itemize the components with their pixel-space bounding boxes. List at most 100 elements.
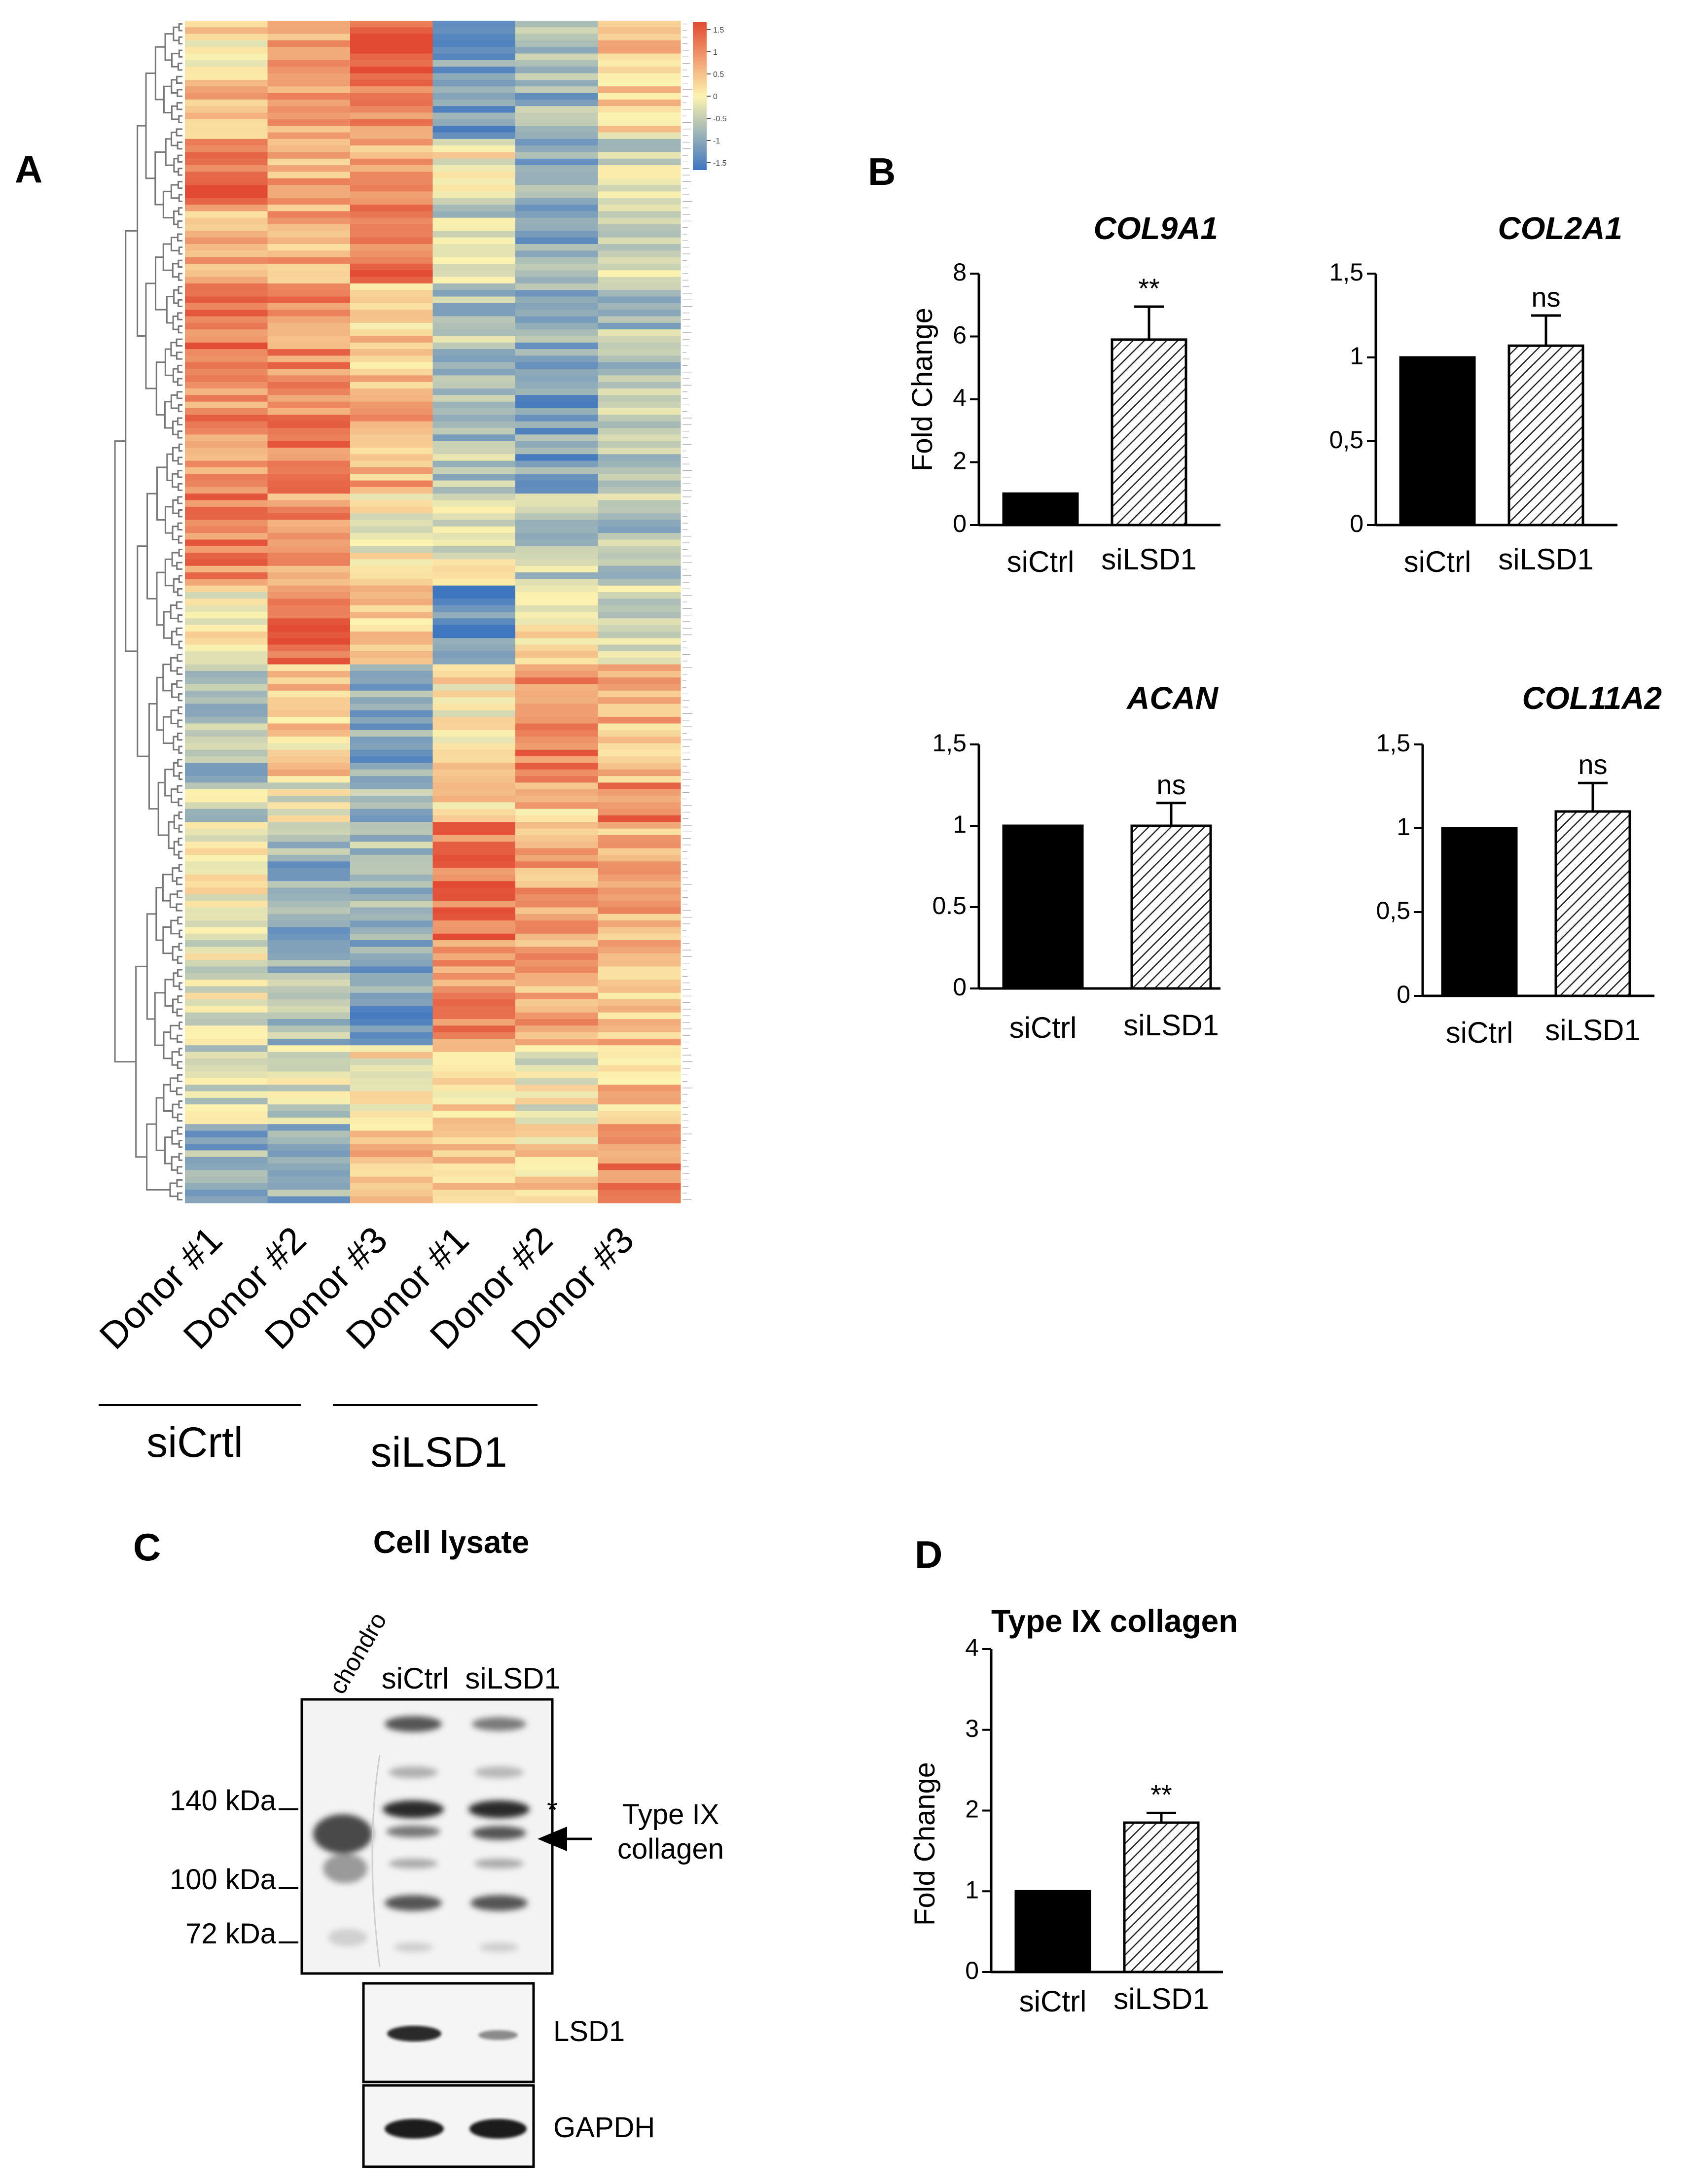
heatmap-cell: [267, 1045, 351, 1053]
heatmap-cell: [185, 973, 268, 980]
heatmap-cell: [432, 296, 516, 304]
heatmap-cell: [598, 894, 681, 901]
dendrogram-branch: [168, 821, 175, 849]
heatmap-cell: [432, 618, 516, 626]
heatmap-cell: [432, 887, 516, 895]
dendrogram-branch: [155, 361, 166, 416]
heatmap-cell: [185, 172, 268, 179]
heatmap-cell: [185, 369, 268, 376]
heatmap-cell: [598, 723, 681, 731]
group-label-silsd1: siLSD1: [370, 1429, 507, 1476]
heatmap-cell: [515, 842, 599, 849]
heatmap-cell: [350, 191, 433, 199]
dendrogram-branch: [177, 1127, 182, 1135]
heatmap-cell: [350, 874, 433, 881]
heatmap-cell: [350, 749, 433, 757]
heatmap-cell: [185, 198, 268, 205]
heatmap-cell: [598, 599, 681, 606]
error-bar-silsd1: [1531, 314, 1561, 346]
heatmap-cell: [432, 1104, 516, 1112]
heatmap-cell: [267, 1170, 351, 1177]
heatmap-cell: [598, 244, 681, 251]
heatmap-cell: [515, 1065, 599, 1072]
dendrogram-branch: [178, 1100, 182, 1109]
color-scale-legend: 1.5 1 0.5 0 -0.5 -1 -1.5: [693, 22, 727, 170]
heatmap-cell: [267, 454, 351, 461]
dendrogram-branch: [178, 1048, 182, 1056]
heatmap-cell: [267, 940, 351, 948]
heatmap-cell: [515, 382, 599, 389]
dendrogram-branch: [177, 969, 182, 977]
heatmap-cell: [185, 579, 268, 586]
panel-label-b: B: [868, 150, 896, 193]
heatmap-cell: [515, 158, 599, 166]
heatmap-cell: [515, 126, 599, 133]
heatmap-cell: [515, 992, 599, 1000]
heatmap-cell: [598, 526, 681, 533]
heatmap-cell: [432, 60, 516, 67]
heatmap-cell: [267, 447, 351, 455]
heatmap-cell: [267, 1006, 351, 1013]
heatmap-cell: [267, 198, 351, 205]
heatmap-cell: [185, 960, 268, 967]
dendrogram-branch: [173, 158, 179, 173]
heatmap-cell: [350, 1058, 433, 1065]
dendrogram-branch: [177, 1074, 182, 1083]
heatmap-cell: [515, 316, 599, 323]
heatmap-cell: [515, 723, 599, 731]
heatmap-cell: [267, 172, 351, 179]
heatmap-cell: [432, 684, 516, 691]
heatmap-cell: [185, 986, 268, 993]
western-blot-collagen: [300, 1698, 554, 1975]
heatmap-cell: [185, 244, 268, 251]
heatmap-cell: [515, 664, 599, 671]
heatmap-cell: [515, 447, 599, 455]
heatmap-cell: [185, 1130, 268, 1138]
y-tick-label: 0.5: [932, 892, 967, 919]
dendrogram-branch: [164, 33, 174, 61]
heatmap-cell: [185, 1019, 268, 1026]
heatmap-cell: [598, 835, 681, 842]
heatmap-cell: [432, 211, 516, 218]
heatmap-cell: [185, 434, 268, 442]
heatmap-cell: [515, 704, 599, 711]
heatmap-cell: [185, 914, 268, 921]
heatmap-cell: [515, 730, 599, 737]
heatmap-cell: [515, 1032, 599, 1039]
heatmap-cell: [432, 520, 516, 527]
heatmap-cell: [185, 165, 268, 173]
heatmap-cell: [515, 1137, 599, 1144]
heatmap-cell: [267, 842, 351, 849]
dendrogram-branch: [176, 352, 182, 360]
heatmap-cell: [432, 704, 516, 711]
heatmap-cell: [515, 658, 599, 665]
heatmap-cell: [432, 796, 516, 803]
bar-sictrl: [1002, 492, 1079, 527]
heatmap-cell: [267, 257, 351, 264]
heatmap-cell: [267, 53, 351, 61]
heatmap-cell: [598, 158, 681, 166]
dendrogram-branch: [178, 1153, 182, 1161]
heatmap-cell: [515, 441, 599, 448]
heatmap-cell: [598, 592, 681, 599]
lane-label-silsd1: siLSD1: [465, 1662, 560, 1695]
heatmap-cell: [432, 487, 516, 494]
heatmap-cell: [515, 296, 599, 304]
heatmap-cell: [432, 217, 516, 225]
nonspecific-band-asterisk: *: [547, 1794, 558, 1825]
heatmap-cell: [185, 670, 268, 678]
heatmap-cell: [185, 250, 268, 258]
significance-label: **: [1150, 1779, 1172, 1810]
heatmap-cell: [350, 1038, 433, 1046]
heatmap-cell: [598, 487, 681, 494]
heatmap-cell: [350, 743, 433, 750]
heatmap-cell: [267, 427, 351, 435]
heatmap-cell: [432, 395, 516, 402]
dendrogram-branch: [172, 447, 179, 462]
heatmap-cell: [267, 901, 351, 908]
heatmap-cell: [267, 244, 351, 251]
heatmap-cell: [267, 670, 351, 678]
heatmap-cell: [515, 513, 599, 521]
heatmap-cell: [598, 1038, 681, 1046]
